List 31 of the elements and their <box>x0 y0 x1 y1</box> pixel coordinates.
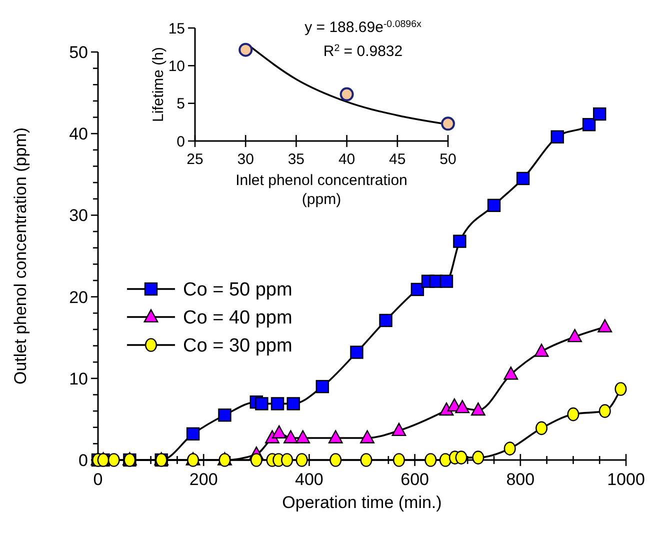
y-tick-label: 10 <box>69 369 88 388</box>
x-tick-label: 25 <box>186 151 204 168</box>
y-tick-label: 0 <box>78 450 88 470</box>
x-tick-label: 0 <box>93 470 103 489</box>
x-tick-label: 200 <box>189 470 218 489</box>
x-tick-label: 800 <box>506 470 535 489</box>
annotation: y = 188.69e$^{-0.0896x}$ <box>304 18 422 36</box>
x-tick-label: 30 <box>237 151 254 168</box>
y-tick-label: 40 <box>69 124 88 144</box>
y-tick-label: 30 <box>69 206 88 226</box>
y-tick-label: 50 <box>69 42 88 62</box>
x-tick-label: 600 <box>400 470 429 489</box>
x-tick-label: 45 <box>389 151 406 168</box>
legend-label: Co = 50 ppm <box>183 280 292 301</box>
legend-label: Co = 30 ppm <box>183 336 292 357</box>
x-tick-label: 35 <box>288 151 305 168</box>
x-tick-label: 50 <box>440 151 456 168</box>
y-tick-label: 10 <box>168 58 185 75</box>
annotation: R$^{2}$ = 0.9832 <box>323 42 403 60</box>
y-tick-label: 20 <box>69 288 88 307</box>
y-tick-label: 15 <box>168 20 185 38</box>
x-tick-label: 400 <box>295 470 324 489</box>
y-axis-title: Lifetime (h) <box>150 46 167 122</box>
x-tick-label: 40 <box>338 151 356 168</box>
x-tick-label: 1000 <box>607 470 645 489</box>
y-tick-label: 0 <box>176 133 185 150</box>
legend-label: Co = 40 ppm <box>183 308 292 329</box>
x-axis-title: Operation time (min.) <box>282 493 442 512</box>
y-tick-label: 5 <box>176 96 185 113</box>
y-axis-title: Outlet phenol concentration (ppm) <box>11 127 30 385</box>
x-axis-title: Inlet phenol concentration (ppm) <box>236 172 408 208</box>
